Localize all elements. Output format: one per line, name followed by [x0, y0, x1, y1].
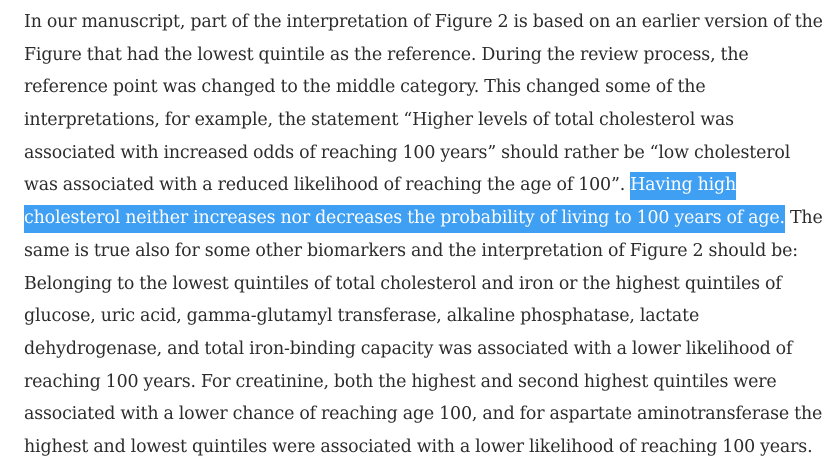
- text-line-8: same is true also for some other biomark…: [24, 235, 814, 268]
- text-line-14: highest and lowest quintiles were associ…: [24, 431, 814, 464]
- line-text: associated with increased odds of reachi…: [24, 142, 791, 163]
- text-line-1: In our manuscript, part of the interpret…: [24, 6, 823, 39]
- text-line-13: associated with a lower chance of reachi…: [24, 398, 822, 431]
- text-line-3: reference point was changed to the middl…: [24, 71, 814, 104]
- highlighted-text[interactable]: Having high: [630, 172, 736, 201]
- text-line-4: interpretations, for example, the statem…: [24, 104, 814, 137]
- line-text: The: [784, 208, 823, 229]
- text-line-6: was associated with a reduced likelihood…: [24, 169, 814, 202]
- text-line-11: dehydrogenase, and total iron-binding ca…: [24, 333, 814, 366]
- line-text: glucose, uric acid, gamma-glutamyl trans…: [24, 306, 700, 327]
- article-body: In our manuscript, part of the interpret…: [24, 6, 823, 464]
- line-text: Belonging to the lowest quintiles of tot…: [24, 273, 782, 294]
- line-text: same is true also for some other biomark…: [24, 240, 798, 261]
- line-text: interpretations, for example, the statem…: [24, 110, 734, 131]
- text-line-12: reaching 100 years. For creatinine, both…: [24, 366, 814, 399]
- line-text: highest and lowest quintiles were associ…: [24, 436, 813, 457]
- text-line-10: glucose, uric acid, gamma-glutamyl trans…: [24, 300, 814, 333]
- highlighted-text[interactable]: cholesterol neither increases nor decrea…: [24, 205, 785, 234]
- line-text: was associated with a reduced likelihood…: [24, 175, 631, 196]
- paragraph: In our manuscript, part of the interpret…: [24, 6, 823, 464]
- text-line-7: cholesterol neither increases nor decrea…: [24, 202, 823, 235]
- line-text: reaching 100 years. For creatinine, both…: [24, 371, 777, 392]
- line-text: associated with a lower chance of reachi…: [24, 404, 823, 425]
- text-line-5: associated with increased odds of reachi…: [24, 137, 814, 170]
- line-text: reference point was changed to the middl…: [24, 77, 706, 98]
- line-text: Figure that had the lowest quintile as t…: [24, 44, 749, 65]
- line-text: dehydrogenase, and total iron-binding ca…: [24, 338, 793, 359]
- text-line-9: Belonging to the lowest quintiles of tot…: [24, 268, 814, 301]
- line-text: In our manuscript, part of the interpret…: [24, 12, 823, 32]
- text-line-2: Figure that had the lowest quintile as t…: [24, 39, 814, 72]
